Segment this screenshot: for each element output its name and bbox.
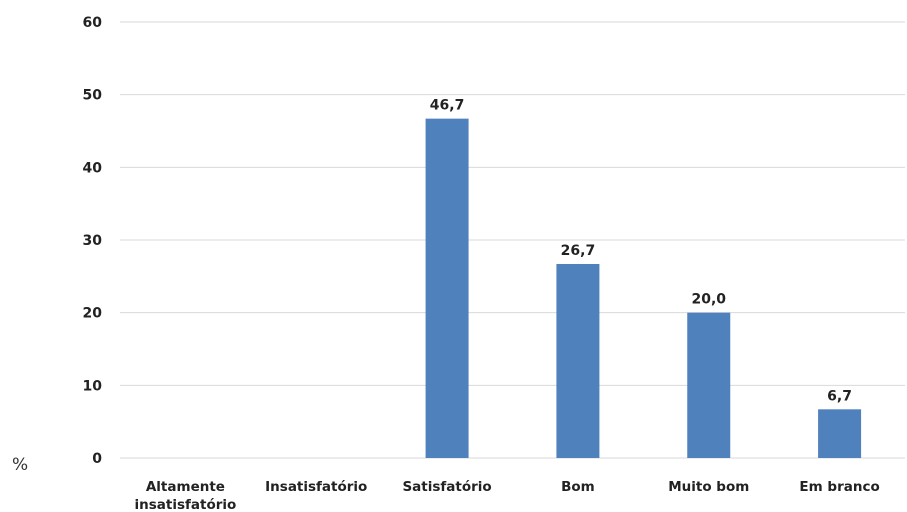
category-label: Em branco — [799, 479, 879, 495]
y-tick-label: 20 — [83, 306, 103, 322]
y-tick-label: 40 — [83, 160, 103, 176]
bar — [556, 263, 600, 458]
bar — [818, 409, 862, 458]
bar — [687, 312, 731, 458]
y-tick-label: 30 — [83, 233, 103, 249]
x-axis-category-labels: Altamente insatisfatório Insatisfatório Sat… — [135, 479, 880, 512]
data-labels: 46,7 26,7 20,0 6,7 — [430, 98, 852, 405]
category-label: Muito bom — [668, 479, 749, 495]
gridlines — [120, 21, 905, 459]
data-label: 46,7 — [430, 98, 465, 114]
data-label: 20,0 — [691, 292, 726, 308]
y-tick-label: 60 — [83, 15, 103, 31]
y-tick-label: 10 — [83, 378, 103, 394]
category-label: Satisfatório — [402, 479, 491, 495]
category-label: Bom — [561, 479, 595, 495]
y-tick-label: 50 — [83, 88, 103, 104]
bar — [425, 118, 469, 458]
bars — [425, 118, 862, 458]
data-label: 6,7 — [827, 388, 852, 404]
y-tick-label: 0 — [92, 451, 102, 467]
category-label: Insatisfatório — [265, 479, 367, 495]
y-axis-unit-label: % — [12, 455, 28, 475]
category-label: Altamente insatisfatório — [135, 479, 237, 512]
data-label: 26,7 — [561, 243, 596, 259]
y-axis-tick-labels: 0 10 20 30 40 50 60 — [83, 15, 103, 467]
